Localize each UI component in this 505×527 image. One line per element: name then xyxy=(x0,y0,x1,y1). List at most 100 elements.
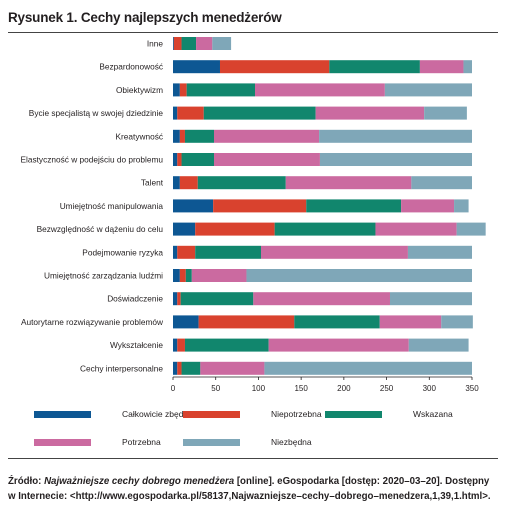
bar-talent-calkowicie-zbedna xyxy=(173,176,180,190)
source-prefix: Źródło: xyxy=(8,476,45,487)
category-label-bycie-specjalista-w-swojej-dziedzinie: Bycie specjalistą w swojej dziedzinie xyxy=(29,108,164,118)
bar-bezwzglednosc-w-dazeniu-do-celu-calkowicie-zbedna xyxy=(173,222,196,236)
bar-wyksztalcenie-niezbedna xyxy=(408,338,469,352)
category-label-elastycznosc-w-podejsciu-do-problemu: Elastyczność w podejściu do problemu xyxy=(20,155,163,165)
bar-wyksztalcenie-wskazana xyxy=(184,338,269,352)
category-label-inne: Inne xyxy=(147,39,164,49)
category-label-autorytarne-rozwiazywanie-problemow: Autorytarne rozwiązywanie problemów xyxy=(21,317,164,327)
bar-cechy-interpersonalne-wskazana xyxy=(181,361,201,375)
x-tick-label-50: 50 xyxy=(211,384,220,393)
bar-podejmowanie-ryzyka-niepotrzebna xyxy=(177,245,196,259)
bar-obiektywizm-calkowicie-zbedna xyxy=(173,83,180,97)
legend-item-niepotrzebna: Niepotrzebna xyxy=(183,409,322,419)
figure-title: Rysunek 1. Cechy najlepszych menedżerów xyxy=(8,10,282,25)
x-tick-label-250: 250 xyxy=(380,384,394,393)
stacked-bar-chart: Inne Bezpardonowość Obiektywizm Bycie specj… xyxy=(20,37,486,393)
category-label-kreatywnosc: Kreatywność xyxy=(116,131,164,141)
bar-bezwzglednosc-w-dazeniu-do-celu-potrzebna xyxy=(375,222,457,236)
bar-elastycznosc-w-podejsciu-do-problemu-potrzebna xyxy=(214,153,320,166)
bar-podejmowanie-ryzyka-niezbedna xyxy=(407,245,472,259)
bar-umiejetnosc-manipulowania-wskazana xyxy=(306,199,402,213)
bar-inne-calkowicie-zbedna xyxy=(173,37,174,50)
bar-umiejetnosc-zarzadzania-ludzmi-calkowicie-zbedna xyxy=(173,269,180,282)
bar-wyksztalcenie-calkowicie-zbedna xyxy=(173,338,178,352)
legend-label-calkowicie-zbedna: Całkowicie zbędna xyxy=(122,409,193,419)
bar-inne-potrzebna xyxy=(196,37,213,50)
bar-umiejetnosc-zarzadzania-ludzmi-niezbedna xyxy=(246,269,472,282)
bar-kreatywnosc-niezbedna xyxy=(319,129,472,143)
bar-autorytarne-rozwiazywanie-problemow-niepotrzebna xyxy=(198,315,295,329)
chart-legend: Całkowicie zbędna Niepotrzebna Wskazana … xyxy=(0,403,505,453)
bar-cechy-interpersonalne-niepotrzebna xyxy=(177,361,182,375)
category-label-talent: Talent xyxy=(141,178,164,188)
bar-cechy-interpersonalne-calkowicie-zbedna xyxy=(173,361,178,375)
source-divider xyxy=(8,458,498,459)
legend-item-calkowicie-zbedna: Całkowicie zbędna xyxy=(34,409,193,419)
bar-kreatywnosc-potrzebna xyxy=(214,129,320,143)
legend-item-niezbedna: Niezbędna xyxy=(183,437,312,447)
bar-cechy-interpersonalne-potrzebna xyxy=(200,361,265,375)
bar-bycie-specjalista-w-swojej-dziedzinie-calkowicie-zbedna xyxy=(173,106,178,120)
bar-autorytarne-rozwiazywanie-problemow-niezbedna xyxy=(441,315,473,329)
bar-umiejetnosc-manipulowania-niezbedna xyxy=(454,199,469,213)
bar-kreatywnosc-calkowicie-zbedna xyxy=(173,129,180,143)
bar-podejmowanie-ryzyka-calkowicie-zbedna xyxy=(173,245,178,259)
bar-inne-niepotrzebna xyxy=(173,37,182,50)
legend-item-wskazana: Wskazana xyxy=(325,409,453,419)
bar-bezwzglednosc-w-dazeniu-do-celu-niepotrzebna xyxy=(195,222,275,236)
bar-bezpardonowosc-niezbedna xyxy=(463,60,472,74)
bar-obiektywizm-niepotrzebna xyxy=(179,83,187,97)
bar-bycie-specjalista-w-swojej-dziedzinie-niepotrzebna xyxy=(177,106,204,120)
bar-cechy-interpersonalne-niezbedna xyxy=(264,361,472,375)
bar-kreatywnosc-niepotrzebna xyxy=(179,129,185,143)
category-label-podejmowanie-ryzyka: Podejmowanie ryzyka xyxy=(82,247,163,257)
bar-doswiadczenie-niepotrzebna xyxy=(177,292,181,306)
bar-elastycznosc-w-podejsciu-do-problemu-niepotrzebna xyxy=(177,153,182,166)
legend-swatch-calkowicie-zbedna xyxy=(34,410,91,418)
legend-swatch-niepotrzebna xyxy=(183,410,240,418)
bar-inne-wskazana xyxy=(181,37,197,50)
bar-bezwzglednosc-w-dazeniu-do-celu-wskazana xyxy=(274,222,376,236)
bar-bezpardonowosc-potrzebna xyxy=(419,60,464,74)
bar-umiejetnosc-zarzadzania-ludzmi-niepotrzebna xyxy=(179,269,186,282)
legend-item-potrzebna: Potrzebna xyxy=(34,437,161,447)
bar-bezpardonowosc-wskazana xyxy=(329,60,420,74)
bar-doswiadczenie-calkowicie-zbedna xyxy=(173,292,178,306)
category-label-doswiadczenie: Doświadczenie xyxy=(107,294,163,304)
bar-podejmowanie-ryzyka-wskazana xyxy=(195,245,261,259)
category-label-umiejetnosc-manipulowania: Umiejętność manipulowania xyxy=(60,201,164,211)
bar-umiejetnosc-manipulowania-niepotrzebna xyxy=(213,199,307,213)
x-tick-label-150: 150 xyxy=(294,384,308,393)
legend-label-niepotrzebna: Niepotrzebna xyxy=(271,409,322,419)
bar-wyksztalcenie-niepotrzebna xyxy=(177,338,185,352)
category-label-wyksztalcenie: Wykształcenie xyxy=(110,340,163,350)
bar-doswiadczenie-potrzebna xyxy=(253,292,390,306)
legend-label-niezbedna: Niezbędna xyxy=(271,437,312,447)
bar-autorytarne-rozwiazywanie-problemow-calkowicie-zbedna xyxy=(173,315,199,329)
bar-talent-potrzebna xyxy=(285,176,412,190)
bar-bezwzglednosc-w-dazeniu-do-celu-niezbedna xyxy=(456,222,486,236)
x-tick-label-0: 0 xyxy=(171,384,176,393)
bar-autorytarne-rozwiazywanie-problemow-potrzebna xyxy=(379,315,442,329)
category-label-obiektywizm: Obiektywizm xyxy=(116,85,163,95)
bar-bycie-specjalista-w-swojej-dziedzinie-potrzebna xyxy=(315,106,425,120)
bar-talent-niezbedna xyxy=(411,176,472,190)
bar-elastycznosc-w-podejsciu-do-problemu-niezbedna xyxy=(319,153,472,166)
bar-bycie-specjalista-w-swojej-dziedzinie-niezbedna xyxy=(424,106,467,120)
bar-elastycznosc-w-podejsciu-do-problemu-wskazana xyxy=(181,153,215,166)
bar-umiejetnosc-zarzadzania-ludzmi-wskazana xyxy=(185,269,192,282)
x-tick-label-350: 350 xyxy=(465,384,479,393)
bar-podejmowanie-ryzyka-potrzebna xyxy=(260,245,408,259)
category-label-cechy-interpersonalne: Cechy interpersonalne xyxy=(80,363,163,373)
bar-talent-wskazana xyxy=(197,176,286,190)
title-divider xyxy=(8,32,498,33)
bar-autorytarne-rozwiazywanie-problemow-wskazana xyxy=(294,315,380,329)
bar-kreatywnosc-wskazana xyxy=(184,129,215,143)
bar-elastycznosc-w-podejsciu-do-problemu-calkowicie-zbedna xyxy=(173,153,178,166)
bar-obiektywizm-potrzebna xyxy=(255,83,385,97)
x-tick-label-100: 100 xyxy=(252,384,266,393)
x-tick-label-200: 200 xyxy=(337,384,351,393)
legend-swatch-wskazana xyxy=(325,410,382,418)
bar-bezpardonowosc-calkowicie-zbedna xyxy=(173,60,220,74)
source-title: Najważniejsze cechy dobrego menedżera xyxy=(44,476,235,487)
